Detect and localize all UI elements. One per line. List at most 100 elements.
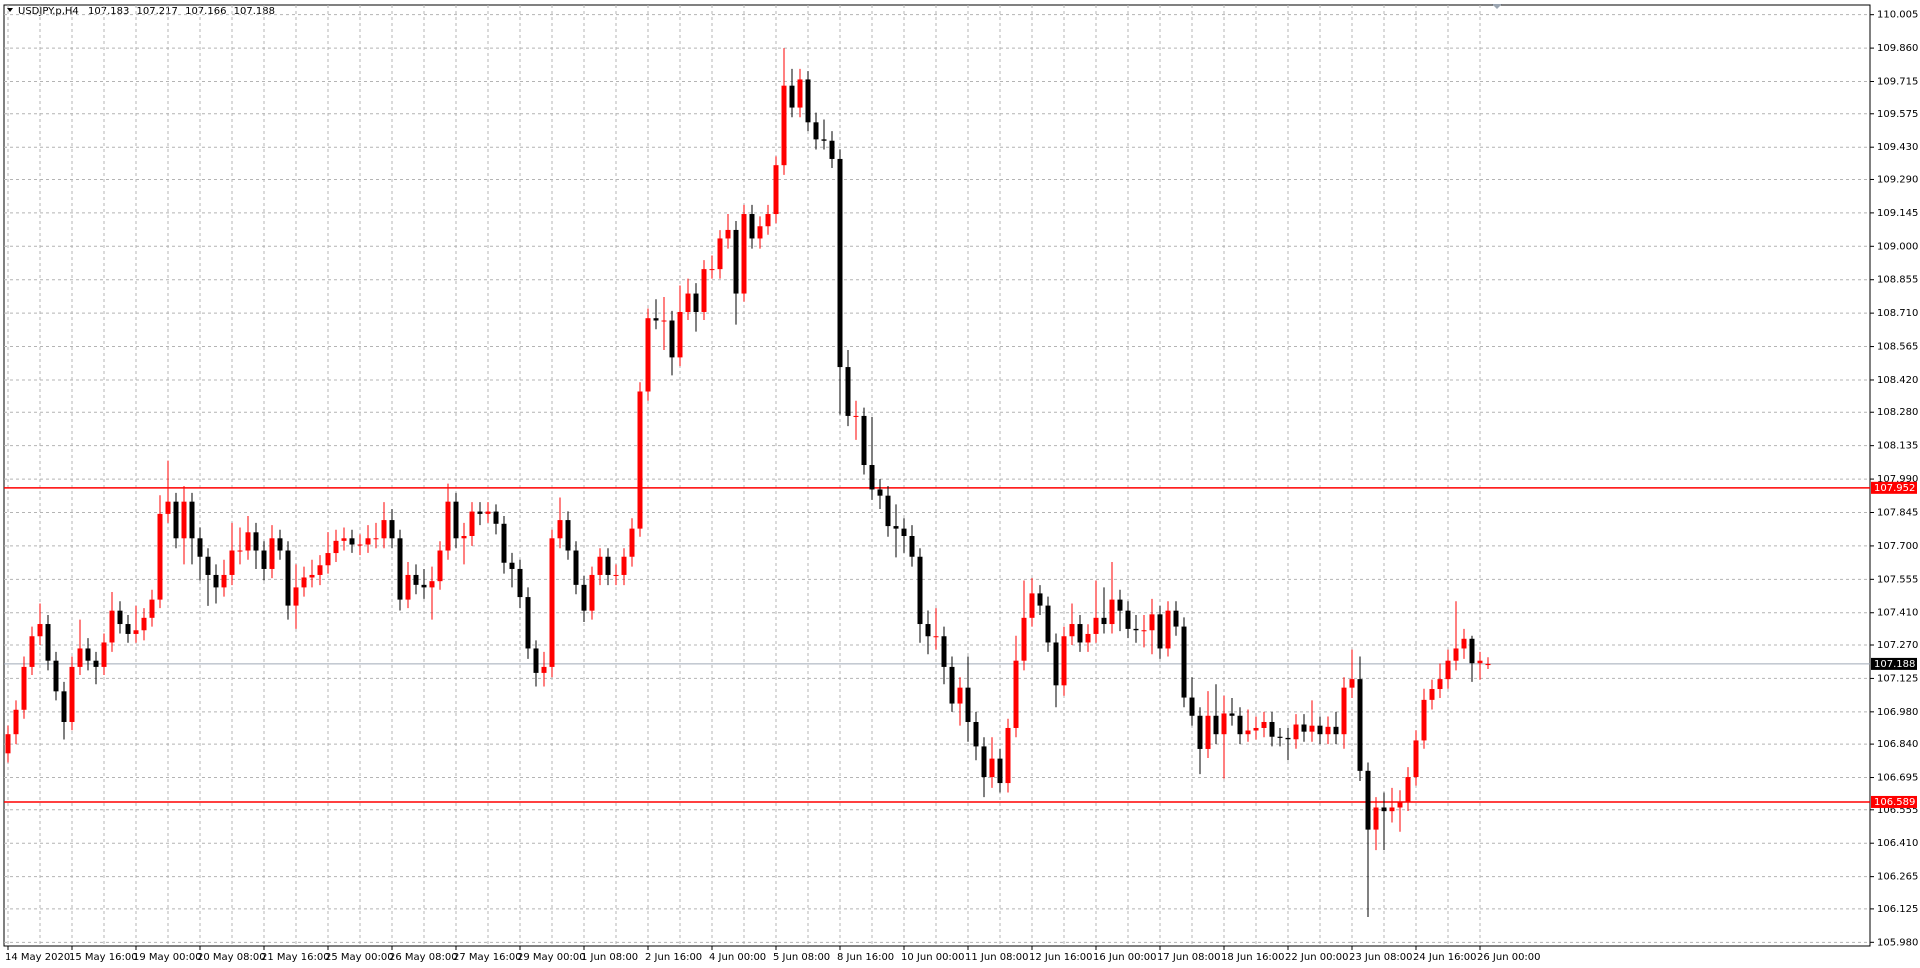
menu-triangle[interactable]: [7, 8, 13, 12]
y-tick-label: 107.125: [1877, 673, 1918, 684]
x-tick-label: 8 Jun 16:00: [837, 952, 894, 963]
y-tick-label: 109.860: [1877, 43, 1918, 54]
candle-body: [373, 538, 379, 540]
candle-body: [1061, 636, 1067, 686]
candle-body: [1349, 679, 1355, 688]
candle-body: [965, 687, 971, 722]
candle-body: [349, 538, 355, 545]
candle-body: [1181, 626, 1187, 698]
candle-body: [1437, 679, 1443, 690]
x-tick-label: 10 Jun 00:00: [901, 952, 965, 963]
candle-body: [309, 574, 315, 578]
x-tick-label: 14 May 2020: [5, 952, 70, 963]
y-tick-label: 108.135: [1877, 441, 1918, 452]
candle-body: [1485, 663, 1491, 666]
candle-body: [541, 666, 547, 673]
candle-body: [749, 214, 755, 239]
candle-body: [701, 269, 707, 312]
candle-body: [805, 79, 811, 123]
candle-body: [1037, 593, 1043, 606]
candle-body: [149, 599, 155, 618]
candle-body: [1229, 713, 1235, 716]
candle-body: [269, 538, 275, 569]
candle-body: [1365, 770, 1371, 830]
candle-body: [69, 666, 75, 722]
candle-body: [997, 758, 1003, 784]
candle-body: [1029, 593, 1035, 618]
candle-body: [253, 532, 259, 551]
candle-body: [1301, 724, 1307, 732]
candle-body: [413, 574, 419, 585]
candle-body: [157, 513, 163, 600]
candle-body: [1053, 642, 1059, 686]
candle-body: [1413, 740, 1419, 778]
candle-body: [797, 79, 803, 108]
shift-marker[interactable]: [1492, 4, 1502, 9]
candle-body: [517, 568, 523, 598]
level-label: 107.952: [1874, 483, 1915, 494]
candle-body: [925, 624, 931, 637]
candle-body: [781, 85, 787, 166]
x-tick-label: 26 Jun 00:00: [1477, 952, 1541, 963]
candle-body: [133, 630, 139, 634]
header-high: 107.217: [137, 6, 178, 17]
candle-body: [669, 320, 675, 358]
candle-body: [525, 597, 531, 649]
candle-body: [645, 318, 651, 392]
candle-body: [909, 535, 915, 557]
candle-body: [1189, 697, 1195, 716]
candle-body: [277, 538, 283, 551]
candle-body: [53, 660, 59, 692]
x-tick-label: 22 Jun 00:00: [1285, 952, 1349, 963]
candle-body: [421, 584, 427, 588]
candle-body: [1405, 777, 1411, 802]
candle-body: [1373, 807, 1379, 830]
candle-body: [533, 648, 539, 673]
candle-body: [1453, 648, 1459, 661]
candle-body: [1117, 599, 1123, 611]
candle-body: [557, 520, 563, 539]
candle-body: [813, 122, 819, 140]
candle-body: [1101, 617, 1107, 625]
candle-body: [1197, 715, 1203, 749]
candle-body: [949, 666, 955, 704]
candle-body: [605, 556, 611, 575]
candle-body: [1077, 624, 1083, 643]
candle-body: [221, 574, 227, 588]
candle-body: [1341, 687, 1347, 735]
candle-body: [589, 574, 595, 611]
candle-body: [1477, 660, 1483, 664]
candle-body: [861, 415, 867, 466]
candle-body: [677, 311, 683, 358]
candle-body: [1141, 630, 1147, 632]
y-tick-label: 106.695: [1877, 773, 1918, 784]
candle-body: [845, 367, 851, 416]
level-label-bg: [1871, 795, 1917, 808]
candle-body: [1429, 689, 1435, 700]
y-tick-label: 106.980: [1877, 707, 1918, 718]
candle-body: [141, 617, 147, 631]
candle-body: [293, 587, 299, 606]
candle-body: [1261, 721, 1267, 728]
grid-layer: [4, 5, 1870, 946]
candle-body: [229, 550, 235, 575]
candle-body: [1005, 727, 1011, 784]
candle-body: [821, 139, 827, 141]
candle-body: [829, 140, 835, 159]
level-label: 106.589: [1874, 797, 1915, 808]
candle-body: [445, 501, 451, 551]
x-tick-label: 16 Jun 00:00: [1093, 952, 1157, 963]
candle-body: [1333, 726, 1339, 735]
candle-body: [885, 495, 891, 527]
y-tick-label: 109.145: [1877, 208, 1918, 219]
y-tick-label: 107.700: [1877, 541, 1918, 552]
candle-body: [477, 511, 483, 514]
candle-body: [101, 642, 107, 667]
symbol: USDJPY.p,H4: [18, 6, 79, 17]
candle-body: [941, 636, 947, 667]
x-tick-label: 29 May 00:00: [517, 952, 586, 963]
candle-body: [285, 550, 291, 606]
y-tick-label: 107.410: [1877, 608, 1918, 619]
y-tick-label: 108.565: [1877, 342, 1918, 353]
candle-body: [1309, 725, 1315, 732]
